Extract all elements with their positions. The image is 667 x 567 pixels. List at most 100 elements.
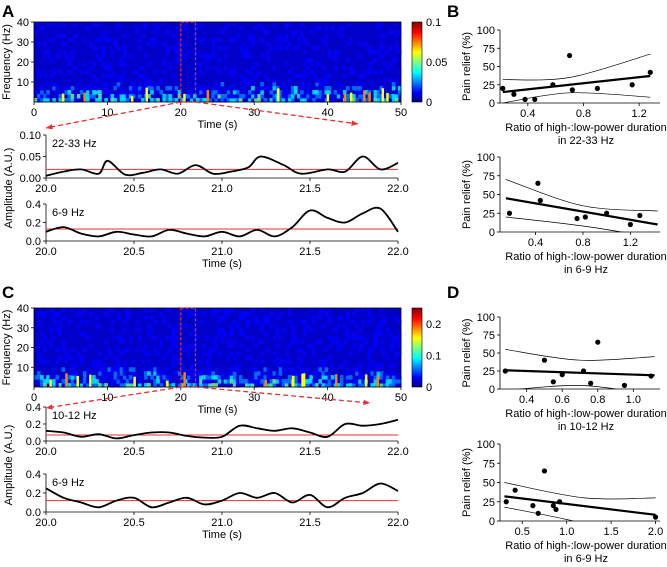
spectrogram-cell <box>58 331 63 337</box>
y-axis-title: Frequency (Hz) <box>1 310 13 386</box>
spectrogram-cell <box>95 46 99 51</box>
spectrogram-cell <box>318 98 322 103</box>
spectrogram-cell <box>202 38 206 43</box>
spectrogram-cell <box>217 86 222 91</box>
spectrogram-cell <box>119 367 124 372</box>
spectrogram-cell <box>177 379 182 384</box>
spectrogram-hotspot <box>206 90 210 102</box>
plot-area <box>505 179 658 232</box>
y-tick-label: 50 <box>483 62 495 74</box>
spectrogram-cell <box>226 379 231 384</box>
spectrogram-hotspot <box>363 90 366 102</box>
colorbar <box>411 21 423 103</box>
spectrogram-cell <box>162 319 166 325</box>
spectrogram-hotspot <box>364 374 368 387</box>
spectrogram-cell <box>245 379 249 384</box>
spectrogram-cell <box>116 359 121 364</box>
trace-C_b1: 0.00.20.420.0 20.5 21.0 21.5 22.010-12 Hz <box>26 402 409 458</box>
spectrogram-cell <box>290 327 295 333</box>
spectrogram-cell <box>352 367 356 372</box>
spectrogram-cell <box>339 363 344 368</box>
spectrogram-cell <box>318 383 322 388</box>
spectrogram-cell <box>278 359 283 364</box>
spectrogram-cell <box>131 82 136 87</box>
spectrogram-cell <box>150 375 154 380</box>
spectrogram-cell <box>358 379 362 384</box>
spectrogram-cell <box>73 363 78 368</box>
spectrogram-cell <box>287 22 292 27</box>
spectrogram-cell <box>355 371 359 376</box>
spectrogram-cell <box>144 343 148 349</box>
y-tick-label: 0 <box>489 384 495 396</box>
spectrogram-cell <box>336 323 341 329</box>
spectrogram-cell <box>245 78 249 83</box>
spectrogram-cell <box>141 347 145 352</box>
spectrogram-cell <box>128 367 133 372</box>
spectrogram-cell <box>186 383 191 388</box>
spectrogram-cell <box>300 22 304 27</box>
spectrogram-cell <box>202 383 206 388</box>
spectrogram-cell <box>263 331 267 337</box>
spectrogram-cell <box>144 308 148 313</box>
spectrogram-cell <box>159 375 163 380</box>
spectrogram-cell <box>303 351 307 356</box>
spectrogram-cell <box>324 94 329 99</box>
spectrogram-cell <box>248 90 252 95</box>
spectrogram-cell <box>79 311 84 317</box>
spectrogram-cell <box>180 98 185 103</box>
data-point <box>541 468 548 474</box>
spectrogram-cell <box>235 34 240 39</box>
spectrogram-cell <box>55 379 59 384</box>
spectrogram-cell <box>266 58 270 63</box>
spectrogram-cell <box>119 335 124 341</box>
spectrogram-cell <box>116 347 121 352</box>
spectrogram-cell <box>76 98 81 103</box>
spectrogram-cell <box>349 66 353 71</box>
spectrogram-cell <box>107 94 111 99</box>
spectrogram-cell <box>315 90 319 95</box>
spectrogram-cell <box>394 94 399 99</box>
spectrogram-cell <box>238 94 243 99</box>
spectrogram-cell <box>150 98 154 103</box>
spectrogram-cell <box>373 50 378 55</box>
spectrogram-cell <box>385 375 390 380</box>
spectrogram-cell <box>358 371 362 376</box>
spectrogram-cell <box>260 38 264 43</box>
x-tick-label: 1.2 <box>631 108 646 120</box>
spectrogram-cell <box>138 82 142 87</box>
spectrogram-cell <box>370 62 374 67</box>
spectrogram-cell <box>128 90 133 95</box>
spectrogram-cell <box>211 90 215 95</box>
spectrogram-cell <box>370 82 374 87</box>
spectrogram-cell <box>272 371 277 376</box>
spectrogram-cell <box>333 339 338 345</box>
spectrogram-cell <box>272 78 277 83</box>
x-tick-label: 20.5 <box>123 446 144 458</box>
spectrogram-cell <box>318 339 322 345</box>
spectrogram-cell <box>287 78 292 83</box>
spectrogram-cell <box>232 94 237 99</box>
spectrogram-cell <box>290 34 295 39</box>
y-tick-label: 0.4 <box>26 199 41 211</box>
spectrogram-cell <box>107 62 111 67</box>
amplitude-axis-title: Amplitude (A.U.) <box>3 148 15 229</box>
spectrogram-cell <box>138 38 142 43</box>
spectrogram-cell <box>147 42 151 47</box>
spectrogram-cell <box>260 54 264 59</box>
spectrogram-cell <box>266 54 270 59</box>
spectrogram-cell <box>144 375 148 380</box>
spectrogram-cell <box>312 347 316 352</box>
spectrogram-cell <box>34 379 38 384</box>
spectrogram-cell <box>355 98 359 103</box>
spectrogram-cell <box>391 335 396 341</box>
spectrogram-cell <box>358 74 362 79</box>
spectrogram-cell <box>309 62 313 67</box>
spectrogram-cell <box>388 343 393 349</box>
x-tick-label: 20.0 <box>35 446 56 458</box>
data-point <box>503 499 509 505</box>
spectrogram-cell <box>370 50 374 55</box>
spectrogram-cell <box>205 375 209 380</box>
ci-lower-band <box>517 385 620 389</box>
spectrogram-cell <box>49 58 53 63</box>
